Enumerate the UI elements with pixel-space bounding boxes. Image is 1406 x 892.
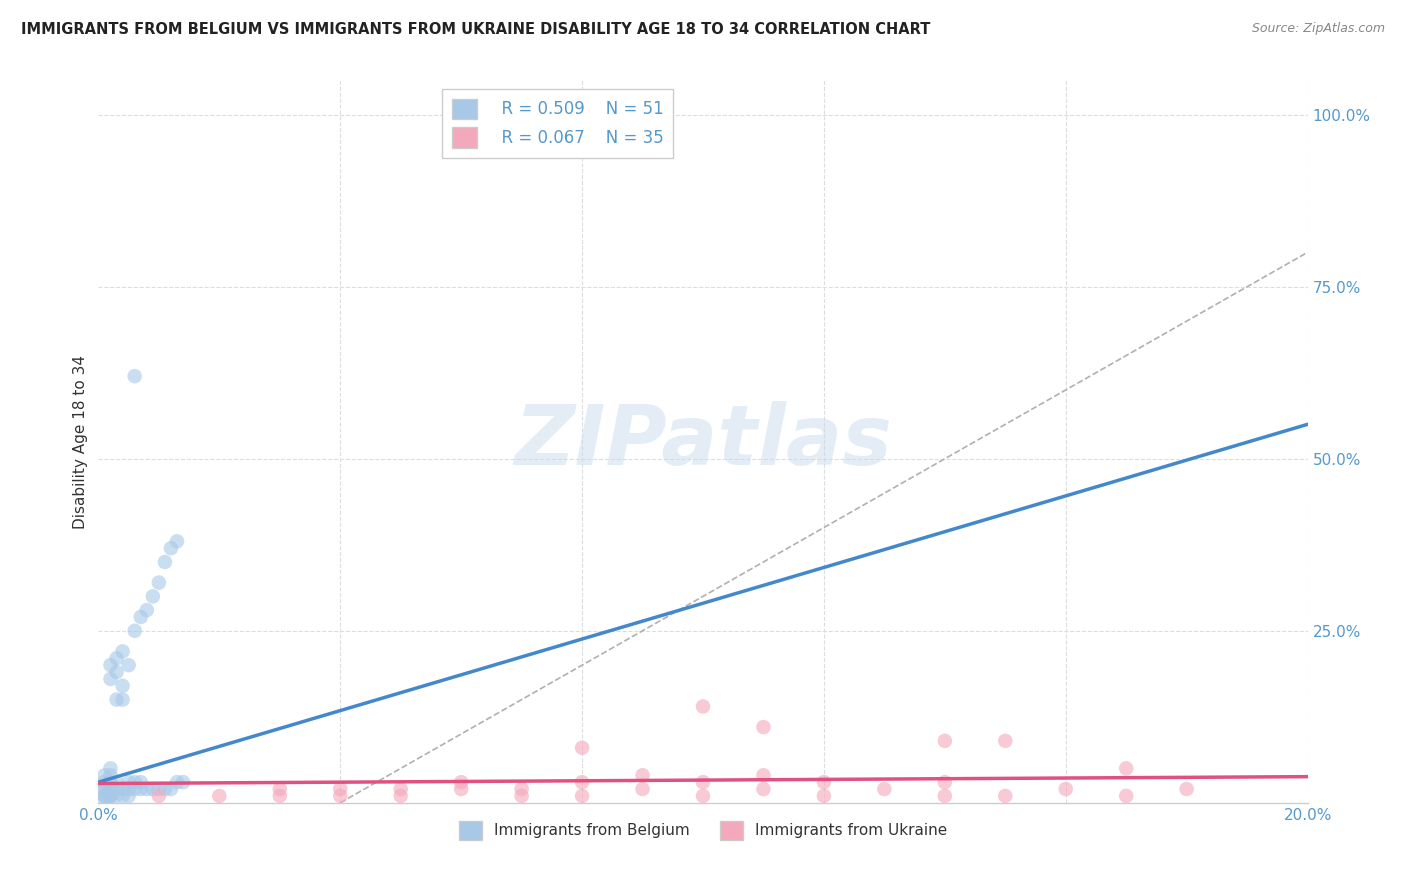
Point (160, 541, 183, 556)
Point (450, 782, 472, 797)
Point (148, 575, 170, 590)
Point (813, 775, 835, 789)
Point (100, 761, 122, 775)
Point (1115, 761, 1137, 775)
Point (100, 789, 122, 803)
Point (813, 789, 835, 803)
Point (118, 775, 141, 789)
Point (100, 789, 122, 803)
Text: Source: ZipAtlas.com: Source: ZipAtlas.com (1251, 22, 1385, 36)
Point (111, 692, 134, 706)
Point (100, 658, 122, 673)
Point (135, 782, 157, 797)
Point (692, 699, 714, 714)
Point (118, 789, 141, 803)
Point (1175, 782, 1198, 797)
Text: IMMIGRANTS FROM BELGIUM VS IMMIGRANTS FROM UKRAINE DISABILITY AGE 18 TO 34 CORRE: IMMIGRANTS FROM BELGIUM VS IMMIGRANTS FR… (21, 22, 931, 37)
Point (93, 789, 115, 803)
Point (166, 534, 188, 549)
Point (269, 782, 291, 797)
Point (93, 789, 115, 803)
Point (148, 782, 170, 797)
Point (510, 789, 533, 803)
Point (752, 768, 775, 782)
Point (450, 775, 472, 789)
Point (994, 734, 1017, 748)
Point (111, 789, 134, 803)
Point (631, 782, 654, 797)
Point (93, 782, 115, 797)
Point (124, 369, 146, 384)
Y-axis label: Disability Age 18 to 34: Disability Age 18 to 34 (73, 354, 89, 529)
Point (510, 782, 533, 797)
Point (111, 679, 134, 693)
Point (389, 789, 412, 803)
Point (111, 644, 134, 658)
Point (1054, 782, 1077, 797)
Legend: Immigrants from Belgium, Immigrants from Ukraine: Immigrants from Belgium, Immigrants from… (453, 815, 953, 846)
Point (105, 782, 128, 797)
Point (166, 775, 188, 789)
Point (105, 789, 128, 803)
Point (153, 782, 176, 797)
Point (389, 782, 412, 797)
Point (105, 665, 128, 679)
Point (142, 590, 165, 604)
Point (269, 789, 291, 803)
Point (571, 740, 593, 755)
Point (129, 782, 152, 797)
Point (142, 782, 165, 797)
Point (100, 768, 122, 782)
Point (571, 789, 593, 803)
Point (153, 555, 176, 569)
Point (873, 782, 896, 797)
Point (118, 658, 141, 673)
Point (100, 672, 122, 686)
Point (631, 768, 654, 782)
Point (111, 782, 134, 797)
Point (1115, 789, 1137, 803)
Point (93, 775, 115, 789)
Point (124, 782, 146, 797)
Point (100, 789, 122, 803)
Point (329, 789, 352, 803)
Point (571, 775, 593, 789)
Point (934, 775, 956, 789)
Point (129, 775, 152, 789)
Point (692, 775, 714, 789)
Point (105, 651, 128, 665)
Text: ZIPatlas: ZIPatlas (515, 401, 891, 482)
Point (124, 624, 146, 638)
Point (329, 782, 352, 797)
Point (208, 789, 231, 803)
Point (148, 789, 170, 803)
Point (124, 775, 146, 789)
Point (752, 720, 775, 734)
Point (692, 789, 714, 803)
Point (100, 775, 122, 789)
Point (93, 792, 115, 806)
Point (934, 734, 956, 748)
Point (93, 768, 115, 782)
Point (105, 692, 128, 706)
Point (100, 782, 122, 797)
Point (129, 610, 152, 624)
Point (752, 782, 775, 797)
Point (934, 789, 956, 803)
Point (160, 782, 183, 797)
Point (93, 782, 115, 797)
Point (118, 782, 141, 797)
Point (105, 775, 128, 789)
Point (135, 603, 157, 617)
Point (172, 775, 194, 789)
Point (994, 789, 1017, 803)
